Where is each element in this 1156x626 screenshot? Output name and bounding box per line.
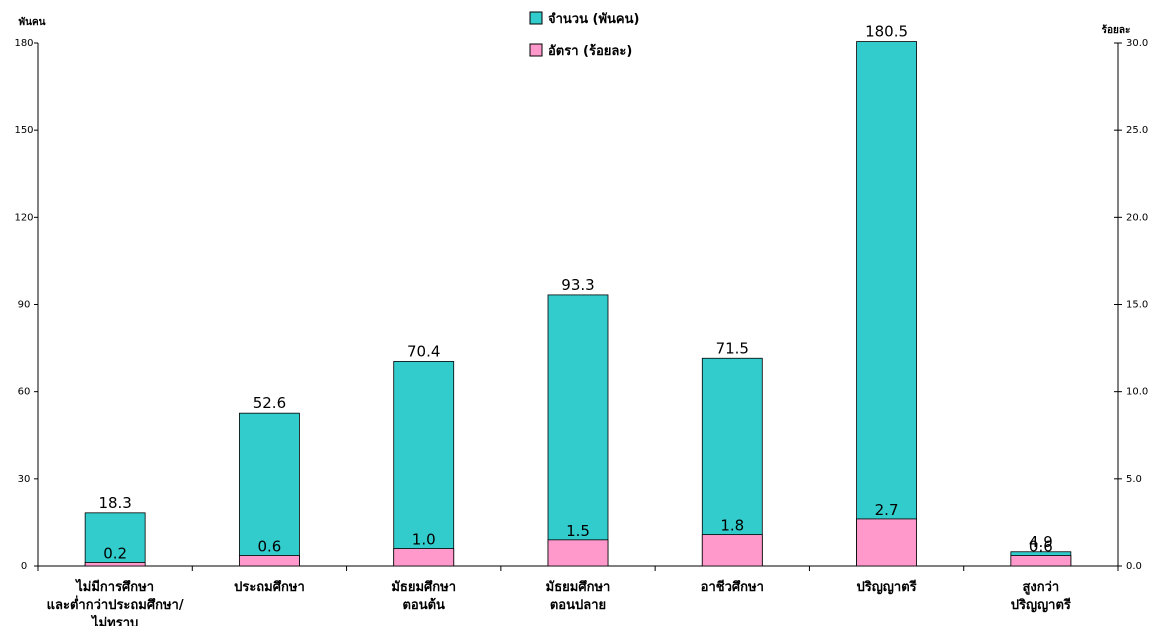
category-label: ไม่ทราบ bbox=[90, 614, 138, 626]
bar-count bbox=[701, 357, 763, 567]
data-label-rate: 1.5 bbox=[566, 522, 590, 540]
category-label: ตอนปลาย bbox=[550, 598, 606, 613]
bar-rate bbox=[1010, 555, 1072, 567]
legend: จำนวน (พันคน) อัตรา (ร้อยละ) bbox=[529, 11, 639, 59]
data-label-rate: 1.8 bbox=[720, 517, 744, 535]
right-axis-title: ร้อยละ bbox=[1102, 24, 1131, 36]
bar-rate bbox=[393, 548, 455, 567]
right-tick-label: 30.0 bbox=[1126, 38, 1148, 49]
left-tick-label: 90 bbox=[18, 300, 31, 311]
category-label: มัธยมศึกษา bbox=[546, 579, 611, 595]
left-tick-label: 180 bbox=[14, 38, 33, 49]
data-label-count: 71.5 bbox=[716, 339, 749, 357]
category-label: ปริญญาตรี bbox=[1011, 597, 1071, 613]
legend-swatch-count bbox=[529, 11, 543, 25]
data-label-rate: 1.0 bbox=[412, 531, 436, 549]
data-label-rate: 2.7 bbox=[875, 501, 899, 519]
data-label-count: 93.3 bbox=[561, 276, 594, 294]
legend-label-rate: อัตรา (ร้อยละ) bbox=[548, 43, 632, 59]
left-tick-label: 60 bbox=[18, 387, 31, 398]
left-tick-label: 150 bbox=[14, 125, 33, 136]
data-label-count: 70.4 bbox=[407, 342, 440, 360]
category-label: มัธยมศึกษา bbox=[391, 579, 456, 595]
bars bbox=[84, 41, 1072, 567]
bar-rate bbox=[547, 539, 609, 567]
right-tick-label: 5.0 bbox=[1126, 474, 1142, 485]
bar-rate bbox=[239, 555, 300, 567]
bar-rate bbox=[856, 518, 917, 567]
category-label: ไม่มีการศึกษา bbox=[74, 578, 154, 595]
legend-label-count: จำนวน (พันคน) bbox=[548, 11, 639, 27]
left-tick-label: 30 bbox=[18, 474, 31, 485]
data-label-count: 18.3 bbox=[98, 494, 131, 512]
left-tick-label: 0 bbox=[21, 561, 27, 572]
left-axis-title: พันคน bbox=[19, 16, 46, 28]
bar-rate bbox=[701, 534, 763, 567]
legend-swatch-rate bbox=[529, 43, 543, 57]
data-labels: 18.3 0.2 52.6 0.6 70.4 1.0 93.3 1.5 71.5 1.8 180.5… bbox=[98, 23, 1052, 563]
right-tick-label: 10.0 bbox=[1126, 387, 1148, 398]
category-label: อาชีวศึกษา bbox=[701, 579, 764, 595]
bar-count bbox=[239, 412, 300, 567]
right-tick-label: 25.0 bbox=[1126, 125, 1148, 136]
bar-count bbox=[393, 361, 455, 567]
right-tick-label: 20.0 bbox=[1126, 212, 1148, 223]
bar-count bbox=[84, 512, 146, 567]
bar-count bbox=[547, 294, 609, 567]
data-label-rate: 0.6 bbox=[257, 538, 281, 556]
category-label: ปริญญาตรี bbox=[857, 579, 917, 595]
data-label-count: 180.5 bbox=[865, 23, 908, 41]
category-label: สูงกว่า bbox=[1022, 580, 1059, 595]
left-tick-label: 120 bbox=[14, 212, 33, 223]
right-y-axis: 0.0 5.0 10.0 15.0 20.0 25.0 30.0 bbox=[1114, 38, 1148, 572]
right-tick-label: 15.0 bbox=[1126, 300, 1148, 311]
bar-rate bbox=[84, 562, 146, 567]
data-label-rate: 0.2 bbox=[103, 545, 127, 563]
data-label-count: 4.9 bbox=[1029, 533, 1053, 551]
data-label-count: 52.6 bbox=[253, 394, 286, 412]
category-label: ประถมศึกษา bbox=[234, 579, 305, 595]
category-label: และต่ำกว่าประถมศึกษา/ bbox=[47, 595, 184, 613]
bar-count bbox=[856, 41, 917, 567]
data-label-rate: 0.6 bbox=[1029, 538, 1053, 556]
category-labels: ไม่มีการศึกษาและต่ำกว่าประถมศึกษา/ไม่ทรา… bbox=[47, 578, 1071, 626]
left-y-axis: 0 30 60 90 120 150 180 bbox=[14, 38, 1119, 572]
category-label: ตอนต้น bbox=[402, 597, 445, 613]
right-tick-label: 0.0 bbox=[1126, 561, 1142, 572]
